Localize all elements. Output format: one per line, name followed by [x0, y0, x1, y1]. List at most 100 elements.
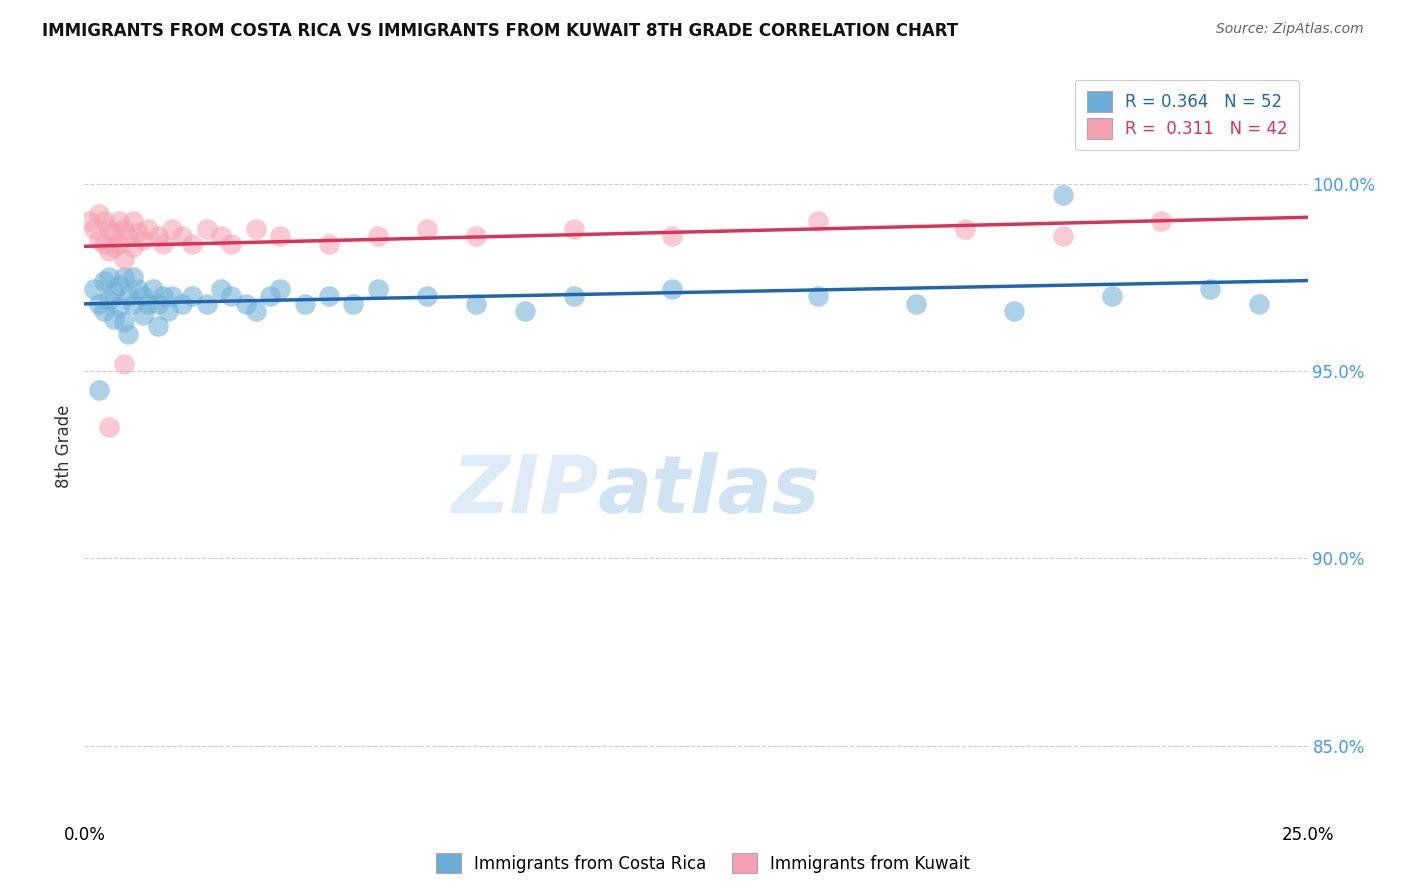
Text: atlas: atlas: [598, 452, 821, 530]
Point: [97, 221, 120, 235]
Y-axis label: 8th Grade: 8th Grade: [55, 404, 73, 488]
Point: [136, 296, 159, 310]
Point: [107, 214, 129, 228]
Point: [103, 240, 125, 254]
Point: [367, 229, 389, 244]
Point: [464, 229, 486, 244]
Point: [416, 221, 439, 235]
Point: [152, 236, 174, 251]
Point: [195, 296, 218, 310]
Point: [661, 282, 683, 296]
Point: [294, 296, 316, 310]
Point: [269, 282, 291, 296]
Point: [162, 289, 184, 303]
Point: [136, 221, 159, 235]
Point: [1052, 229, 1074, 244]
Point: [83, 282, 105, 296]
Point: [367, 282, 389, 296]
Point: [132, 289, 155, 303]
Point: [112, 315, 135, 329]
Point: [269, 229, 291, 244]
Point: [142, 282, 165, 296]
Point: [107, 301, 129, 315]
Point: [117, 326, 139, 341]
Point: [122, 214, 145, 228]
Point: [953, 221, 976, 235]
Point: [107, 236, 129, 251]
Point: [1198, 282, 1220, 296]
Point: [112, 270, 135, 285]
Point: [209, 282, 232, 296]
Point: [1002, 304, 1025, 318]
Point: [1150, 214, 1173, 228]
Point: [195, 221, 218, 235]
Point: [97, 244, 120, 259]
Point: [127, 282, 149, 296]
Point: [661, 229, 683, 244]
Point: [1052, 188, 1074, 202]
Point: [112, 252, 135, 266]
Point: [181, 236, 204, 251]
Point: [127, 226, 149, 240]
Legend: Immigrants from Costa Rica, Immigrants from Kuwait: Immigrants from Costa Rica, Immigrants f…: [429, 847, 977, 880]
Point: [122, 296, 145, 310]
Point: [117, 289, 139, 303]
Point: [156, 304, 179, 318]
Point: [132, 308, 155, 322]
Point: [87, 296, 110, 310]
Point: [117, 229, 139, 244]
Point: [87, 383, 110, 397]
Point: [93, 304, 115, 318]
Text: IMMIGRANTS FROM COSTA RICA VS IMMIGRANTS FROM KUWAIT 8TH GRADE CORRELATION CHART: IMMIGRANTS FROM COSTA RICA VS IMMIGRANTS…: [42, 22, 959, 40]
Point: [87, 233, 110, 247]
Point: [318, 236, 340, 251]
Point: [562, 221, 585, 235]
Point: [416, 289, 439, 303]
Point: [146, 229, 169, 244]
Text: Source: ZipAtlas.com: Source: ZipAtlas.com: [1216, 22, 1364, 37]
Point: [181, 289, 204, 303]
Point: [107, 277, 129, 292]
Point: [1101, 289, 1123, 303]
Legend: R = 0.364   N = 52, R =  0.311   N = 42: R = 0.364 N = 52, R = 0.311 N = 42: [1076, 79, 1299, 151]
Point: [513, 304, 536, 318]
Point: [807, 289, 830, 303]
Point: [219, 236, 242, 251]
Point: [103, 311, 125, 326]
Point: [112, 221, 135, 235]
Point: [97, 420, 120, 434]
Point: [146, 296, 169, 310]
Point: [122, 270, 145, 285]
Point: [245, 304, 267, 318]
Point: [132, 233, 155, 247]
Point: [83, 221, 105, 235]
Point: [1247, 296, 1270, 310]
Point: [162, 221, 184, 235]
Point: [172, 229, 194, 244]
Point: [562, 289, 585, 303]
Point: [464, 296, 486, 310]
Point: [172, 296, 194, 310]
Point: [93, 236, 115, 251]
Point: [97, 270, 120, 285]
Point: [905, 296, 928, 310]
Point: [77, 214, 100, 228]
Point: [112, 357, 135, 371]
Point: [93, 214, 115, 228]
Point: [122, 240, 145, 254]
Point: [152, 289, 174, 303]
Point: [97, 293, 120, 307]
Point: [245, 221, 267, 235]
Point: [103, 226, 125, 240]
Point: [146, 319, 169, 334]
Point: [209, 229, 232, 244]
Point: [87, 207, 110, 221]
Point: [235, 296, 257, 310]
Text: ZIP: ZIP: [451, 452, 598, 530]
Point: [103, 285, 125, 300]
Point: [807, 214, 830, 228]
Point: [93, 274, 115, 288]
Point: [259, 289, 281, 303]
Point: [219, 289, 242, 303]
Point: [318, 289, 340, 303]
